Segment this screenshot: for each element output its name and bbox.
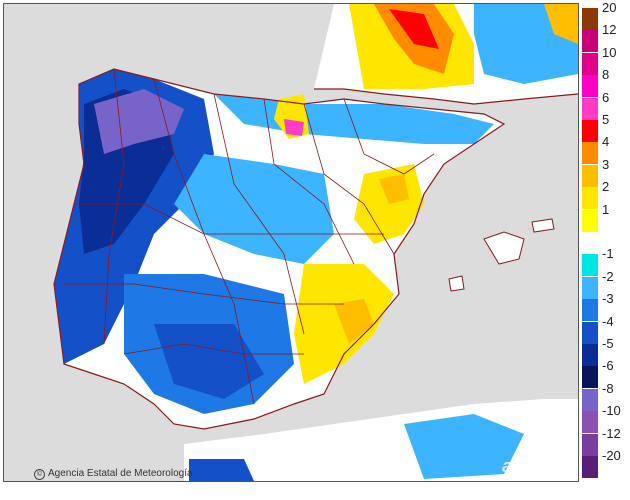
anomaly-map bbox=[4, 4, 578, 481]
legend-swatch bbox=[582, 187, 598, 210]
legend-label: -4 bbox=[602, 313, 614, 329]
legend-swatch bbox=[582, 142, 598, 165]
legend-swatch bbox=[582, 344, 598, 366]
legend-label: -5 bbox=[602, 336, 614, 351]
legend-item: -8 bbox=[582, 381, 627, 411]
legend-swatch bbox=[582, 321, 598, 344]
legend-swatch bbox=[582, 299, 598, 322]
legend-label: 6 bbox=[602, 89, 610, 105]
map-panel: © Agencia Estatal de Meteorología aemet bbox=[3, 3, 579, 482]
legend-item: 2 bbox=[582, 180, 627, 210]
legend-item: -1 bbox=[582, 247, 627, 277]
africa-cold-zone bbox=[189, 459, 254, 481]
menorca-island bbox=[531, 218, 555, 233]
legend-swatch bbox=[582, 30, 598, 53]
south-colder-zone bbox=[154, 324, 264, 399]
legend-swatch bbox=[582, 388, 598, 411]
legend-item: -10 bbox=[582, 404, 627, 434]
legend-label: -20 bbox=[602, 448, 621, 463]
legend-item: -12 bbox=[582, 426, 627, 456]
legend-swatch bbox=[582, 52, 598, 75]
color-legend: 20 12 10 8 6 5 4 3 2 1 -1 -2 -3 -4 -5 -6 -8 -10 -12 -20 bbox=[582, 1, 627, 478]
legend-label: 20 bbox=[602, 0, 617, 15]
region-borders bbox=[64, 68, 435, 405]
legend-label: -12 bbox=[602, 425, 621, 441]
legend-item: 3 bbox=[582, 157, 627, 187]
legend-item: 4 bbox=[582, 135, 627, 165]
legend-swatch bbox=[582, 97, 598, 120]
legend-swatch bbox=[582, 254, 598, 277]
watermark-text: aemet bbox=[502, 456, 555, 476]
copyright-icon: © bbox=[34, 469, 45, 480]
legend-swatch bbox=[582, 120, 598, 142]
legend-item: -5 bbox=[582, 337, 627, 366]
legend-label: -1 bbox=[602, 246, 614, 262]
southeast-hot-zone bbox=[334, 299, 374, 344]
legend-item bbox=[582, 232, 627, 254]
credit-text: Agencia Estatal de Meteorología bbox=[48, 468, 193, 479]
legend-label: 8 bbox=[602, 67, 610, 83]
legend-label: -8 bbox=[602, 380, 614, 396]
france-east-warm bbox=[544, 4, 578, 44]
ibiza-island bbox=[448, 275, 465, 292]
legend-item: -4 bbox=[582, 314, 627, 344]
basque-hot-zone bbox=[284, 119, 304, 136]
africa-cool-zone bbox=[404, 414, 524, 479]
credit-label: © Agencia Estatal de Meteorología bbox=[34, 468, 193, 480]
legend-swatch bbox=[582, 75, 598, 98]
legend-swatch bbox=[582, 433, 598, 456]
legend-item: -20 bbox=[582, 449, 627, 478]
france-border bbox=[314, 88, 578, 105]
legend-item: 12 bbox=[582, 23, 627, 53]
legend-label: 10 bbox=[602, 44, 617, 60]
legend-label: 2 bbox=[602, 179, 610, 195]
legend-item: 20 bbox=[582, 1, 627, 30]
legend-item: -6 bbox=[582, 359, 627, 389]
legend-label: 4 bbox=[602, 134, 610, 150]
northwest-purple-zone bbox=[94, 89, 184, 154]
legend-label: 12 bbox=[602, 22, 617, 38]
legend-label: 3 bbox=[602, 156, 610, 172]
france-max-zone bbox=[389, 9, 439, 49]
legend-swatch bbox=[582, 456, 598, 478]
legend-label: 5 bbox=[602, 112, 610, 127]
legend-swatch bbox=[582, 8, 598, 30]
legend-item: 10 bbox=[582, 45, 627, 75]
legend-swatch bbox=[582, 209, 598, 232]
legend-swatch bbox=[582, 276, 598, 299]
legend-item: 1 bbox=[582, 202, 627, 232]
legend-swatch bbox=[582, 411, 598, 434]
legend-swatch bbox=[582, 232, 598, 254]
legend-item: 6 bbox=[582, 90, 627, 120]
legend-label: -10 bbox=[602, 403, 621, 419]
legend-item: 8 bbox=[582, 68, 627, 98]
iberia-coastline bbox=[53, 68, 506, 430]
legend-label: -3 bbox=[602, 291, 614, 307]
mallorca-island bbox=[483, 231, 525, 265]
legend-item: 5 bbox=[582, 113, 627, 142]
legend-item: -2 bbox=[582, 269, 627, 299]
legend-label: 1 bbox=[602, 201, 610, 217]
central-cool-zone bbox=[174, 154, 334, 264]
legend-label: -6 bbox=[602, 358, 614, 374]
legend-swatch bbox=[582, 366, 598, 389]
legend-label: -2 bbox=[602, 268, 614, 284]
east-hot-zone bbox=[379, 174, 409, 204]
legend-item: -3 bbox=[582, 292, 627, 322]
legend-swatch bbox=[582, 164, 598, 187]
